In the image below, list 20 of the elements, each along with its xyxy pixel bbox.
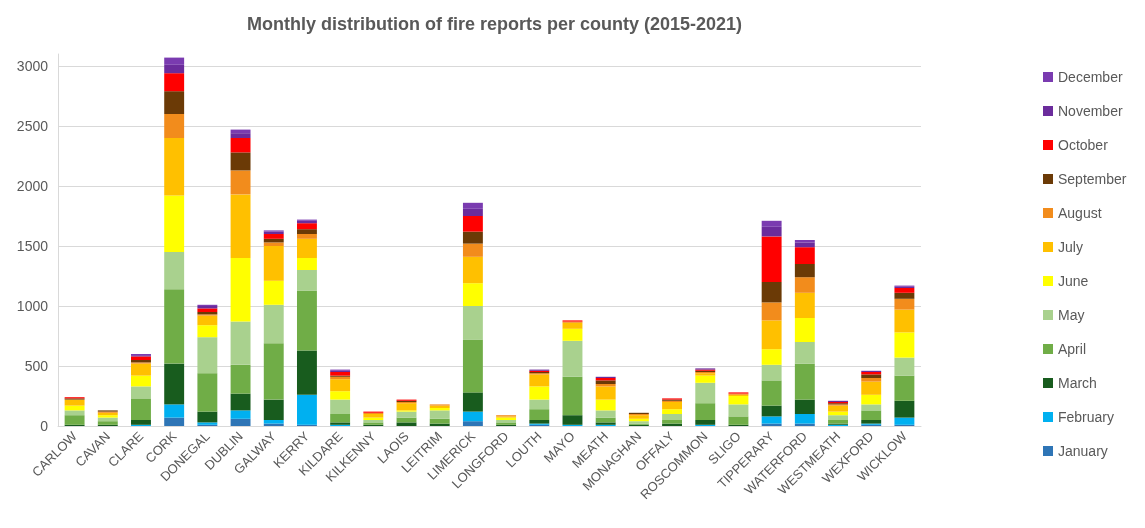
y-tick-label: 1500 [16,238,49,254]
y-tick-label: 0 [40,418,49,434]
legend-label: October [1058,137,1109,153]
y-tick-label: 1000 [16,298,49,314]
chart-title: Monthly distribution of fire reports per county (2015-2021) [246,14,743,34]
legend-label: July [1058,239,1083,255]
legend-label: November [1058,103,1123,119]
y-tick-label: 2000 [16,178,49,194]
legend-label: August [1058,205,1102,221]
legend-label: January [1058,443,1108,459]
y-tick-label: 3000 [16,58,49,74]
y-tick-label: 500 [24,358,49,374]
legend-label: February [1058,409,1115,425]
y-tick-label: 2500 [16,118,49,134]
legend-label: March [1058,375,1097,391]
legend-label: May [1058,307,1085,323]
legend-label: April [1058,341,1087,357]
legend-label: December [1058,69,1123,85]
legend-label: September [1058,171,1127,187]
legend-label: June [1058,273,1089,289]
